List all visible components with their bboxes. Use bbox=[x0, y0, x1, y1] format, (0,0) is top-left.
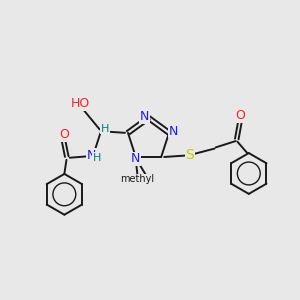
Text: N: N bbox=[131, 152, 140, 165]
Text: HO: HO bbox=[70, 97, 90, 110]
Text: H: H bbox=[93, 153, 101, 163]
Text: methyl: methyl bbox=[120, 175, 154, 184]
Text: N: N bbox=[140, 110, 149, 123]
Text: O: O bbox=[235, 110, 245, 122]
Text: N: N bbox=[87, 149, 96, 162]
Text: O: O bbox=[59, 128, 69, 141]
Text: H: H bbox=[101, 124, 109, 134]
Text: S: S bbox=[185, 148, 194, 162]
Text: N: N bbox=[169, 125, 178, 138]
